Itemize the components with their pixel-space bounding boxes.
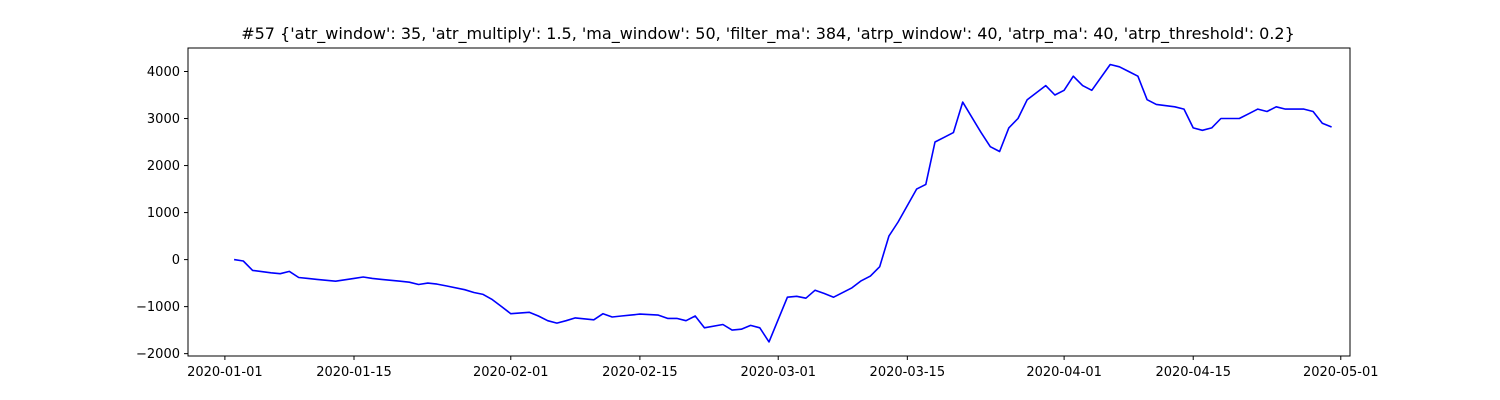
x-tick-label: 2020-05-01 — [1303, 365, 1379, 380]
y-tick-label: 4000 — [147, 65, 180, 80]
y-tick-label: 3000 — [147, 112, 180, 127]
x-tick-label: 2020-02-01 — [473, 365, 549, 380]
x-tick-label: 2020-02-15 — [602, 365, 678, 380]
x-tick-label: 2020-03-01 — [740, 365, 816, 380]
x-axis: 2020-01-01 2020-01-15 2020-02-01 2020-02-15… — [187, 356, 1379, 380]
y-tick-label: −1000 — [136, 300, 180, 315]
y-axis: −2000 −1000 0 1000 2000 3000 4000 — [136, 65, 188, 362]
x-tick-label: 2020-03-15 — [870, 365, 946, 380]
x-tick-label: 2020-04-15 — [1155, 365, 1231, 380]
x-tick-label: 2020-01-15 — [316, 365, 392, 380]
x-tick-label: 2020-04-01 — [1026, 365, 1102, 380]
plot-frame — [187, 47, 1351, 357]
y-tick-label: 0 — [172, 253, 180, 268]
x-tick-label: 2020-01-01 — [187, 365, 263, 380]
plot-series — [233, 63, 1332, 343]
series-line-0 — [233, 63, 1332, 343]
chart-title: #57 {'atr_window': 35, 'atr_multiply': 1… — [241, 24, 1295, 44]
y-tick-label: 2000 — [147, 159, 180, 174]
y-tick-label: 1000 — [147, 206, 180, 221]
y-tick-label: −2000 — [136, 347, 180, 362]
